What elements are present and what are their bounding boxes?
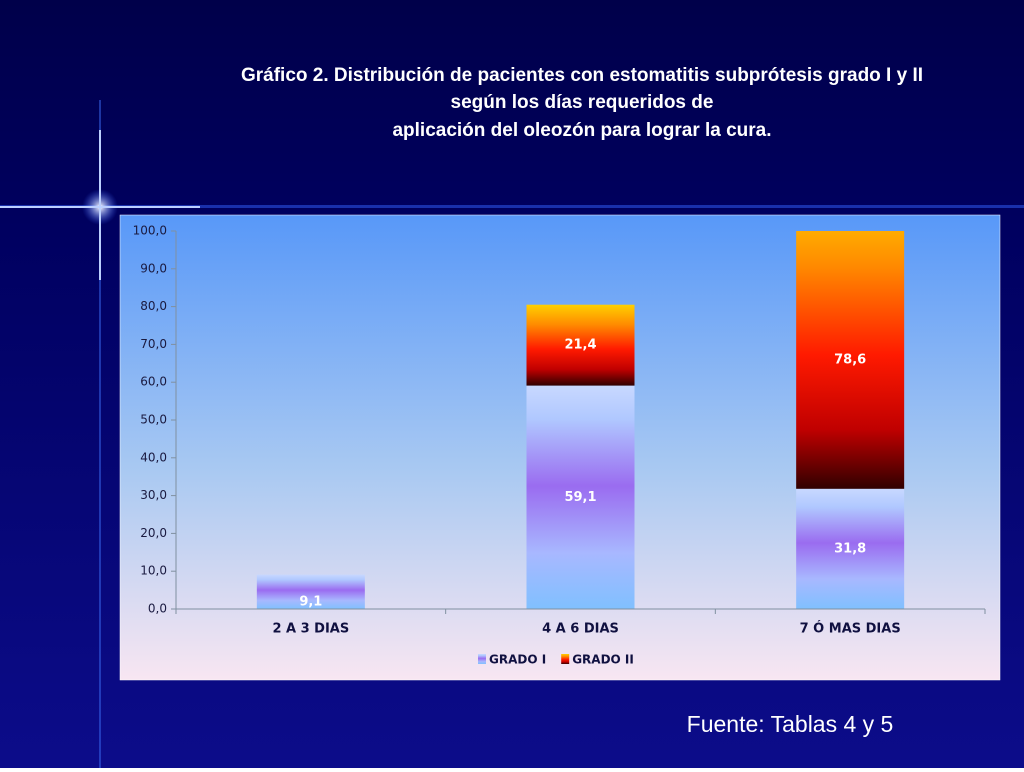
legend-swatch	[478, 654, 486, 664]
decor-line	[0, 205, 1024, 208]
y-tick-label: 30,0	[140, 488, 167, 502]
x-tick-label: 7 Ó MAS DIAS	[800, 621, 901, 637]
y-tick-label: 20,0	[140, 526, 167, 540]
y-tick-label: 60,0	[140, 375, 167, 389]
y-tick-label: 70,0	[140, 337, 167, 351]
x-tick-label: 2 A 3 DIAS	[272, 622, 349, 637]
data-label: 78,6	[834, 352, 866, 367]
y-tick-label: 50,0	[140, 413, 167, 427]
plot	[256, 231, 905, 609]
legend-swatch	[561, 654, 570, 664]
legend-label: GRADO II	[572, 653, 634, 667]
y-tick-label: 40,0	[140, 450, 167, 464]
x-tick-label: 4 A 6 DIAS	[542, 622, 619, 637]
decor-line	[99, 100, 101, 768]
title-line: según los días requeridos de	[451, 92, 714, 113]
y-tick-label: 80,0	[140, 299, 167, 313]
bar-segment	[526, 385, 635, 609]
y-tick-label: 90,0	[140, 261, 167, 275]
source-note: Fuente: Tablas 4 y 5	[687, 711, 894, 737]
legend-label: GRADO I	[489, 653, 546, 667]
data-label: 21,4	[564, 338, 596, 353]
data-label: 9,1	[299, 594, 322, 609]
bar-segment	[796, 231, 905, 489]
data-label: 59,1	[564, 490, 596, 505]
data-label: 31,8	[834, 541, 866, 556]
sparkle	[99, 130, 101, 280]
y-tick-label: 0,0	[148, 602, 167, 616]
bar-segment	[526, 304, 635, 386]
y-tick-label: 100,0	[133, 224, 167, 238]
bar-segment	[256, 574, 365, 609]
y-tick-label: 10,0	[140, 564, 167, 578]
title-line: aplicación del oleozón para lograr la cu…	[392, 120, 771, 141]
bar-segment	[796, 488, 905, 609]
title-line: Gráfico 2. Distribución de pacientes con…	[241, 65, 923, 86]
